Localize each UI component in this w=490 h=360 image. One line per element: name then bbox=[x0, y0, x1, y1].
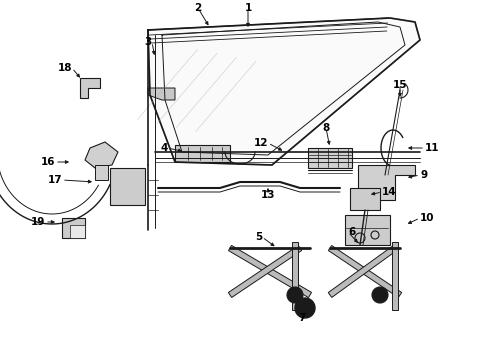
Polygon shape bbox=[175, 145, 230, 162]
Text: 9: 9 bbox=[420, 170, 427, 180]
Text: 15: 15 bbox=[393, 80, 407, 90]
Polygon shape bbox=[358, 165, 415, 200]
Text: 1: 1 bbox=[245, 3, 252, 13]
Polygon shape bbox=[292, 242, 298, 310]
Text: 13: 13 bbox=[261, 190, 275, 200]
Text: 5: 5 bbox=[255, 232, 262, 242]
Text: 4: 4 bbox=[161, 143, 168, 153]
Polygon shape bbox=[80, 78, 100, 98]
Circle shape bbox=[291, 291, 299, 299]
Text: 3: 3 bbox=[145, 37, 152, 47]
Polygon shape bbox=[350, 188, 380, 210]
Polygon shape bbox=[328, 246, 397, 297]
Circle shape bbox=[295, 298, 315, 318]
Polygon shape bbox=[148, 18, 420, 165]
Polygon shape bbox=[110, 168, 145, 205]
Polygon shape bbox=[228, 246, 312, 298]
Text: 17: 17 bbox=[48, 175, 62, 185]
Circle shape bbox=[287, 287, 303, 303]
Polygon shape bbox=[148, 88, 175, 100]
Text: 10: 10 bbox=[420, 213, 435, 223]
Polygon shape bbox=[70, 225, 85, 238]
Text: 19: 19 bbox=[31, 217, 45, 227]
Text: 18: 18 bbox=[57, 63, 72, 73]
Polygon shape bbox=[95, 165, 108, 180]
Circle shape bbox=[372, 287, 388, 303]
Polygon shape bbox=[85, 142, 118, 168]
Text: 8: 8 bbox=[322, 123, 330, 133]
Text: 6: 6 bbox=[348, 227, 355, 237]
Polygon shape bbox=[62, 218, 85, 238]
Polygon shape bbox=[308, 148, 352, 168]
Text: 11: 11 bbox=[425, 143, 440, 153]
Polygon shape bbox=[328, 246, 402, 297]
Circle shape bbox=[376, 291, 384, 299]
Circle shape bbox=[300, 303, 310, 313]
Polygon shape bbox=[345, 215, 390, 245]
Polygon shape bbox=[228, 246, 302, 297]
Text: 14: 14 bbox=[382, 187, 396, 197]
Text: 12: 12 bbox=[253, 138, 268, 148]
Text: 7: 7 bbox=[298, 313, 306, 323]
Polygon shape bbox=[392, 242, 398, 310]
Text: 2: 2 bbox=[195, 3, 201, 13]
Text: 16: 16 bbox=[41, 157, 55, 167]
